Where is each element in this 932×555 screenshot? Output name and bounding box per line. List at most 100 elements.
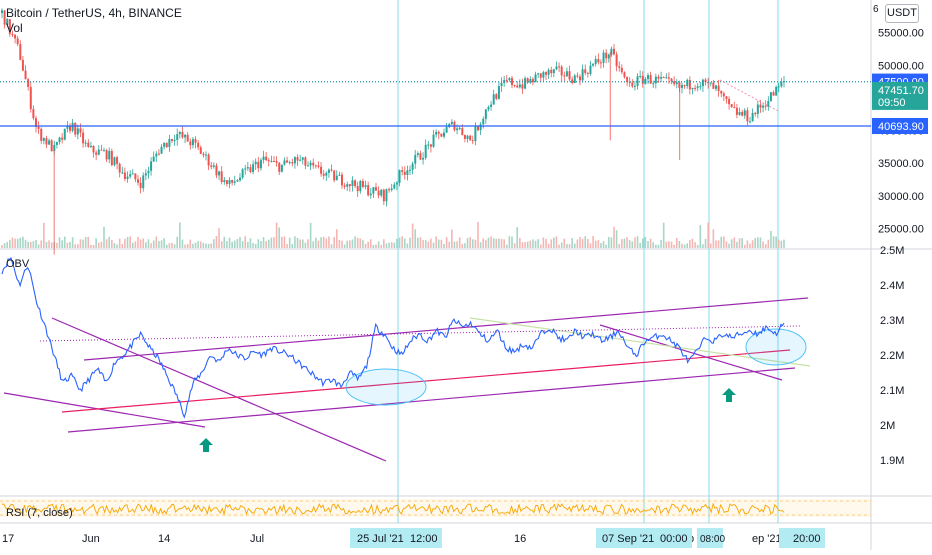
volume-bar (333, 237, 335, 248)
volume-bar (299, 239, 301, 248)
candle-body (597, 59, 600, 63)
candle-body (103, 150, 105, 152)
candle-body (531, 79, 534, 83)
candle-body (482, 118, 485, 125)
time-tag (697, 528, 723, 548)
trend-line[interactable] (3, 392, 206, 428)
volume-bar (764, 244, 767, 248)
candle-body (681, 84, 683, 88)
candle-body (218, 171, 221, 176)
candle-body (607, 54, 610, 59)
volume-bar (396, 238, 398, 248)
volume-bar (335, 229, 338, 248)
y-tick-label: 2.3M (880, 315, 904, 327)
volume-bar (696, 244, 699, 248)
candle-body (602, 52, 605, 63)
time-tag (596, 528, 692, 548)
candle-body (728, 99, 731, 105)
volume-bar (186, 244, 189, 248)
highlight-ellipse[interactable] (745, 328, 807, 366)
candle-body (184, 134, 187, 138)
currency-button[interactable]: USDT (885, 4, 919, 23)
candle-body (769, 92, 772, 102)
candle-body (701, 79, 704, 87)
candle-body (780, 81, 783, 87)
candle-body (450, 121, 453, 125)
volume-bar (71, 237, 74, 248)
volume-bar (482, 238, 485, 248)
x-tick-label: 17 (2, 533, 14, 545)
candle-body (471, 140, 474, 142)
volume-bar (74, 244, 77, 248)
volume-bar (343, 244, 346, 248)
candle-body (267, 160, 270, 162)
candle-body (717, 85, 720, 91)
trend-line[interactable] (83, 297, 809, 361)
volume-bar (464, 243, 466, 248)
x-tick-label: Jun (82, 533, 100, 545)
volume-bar (108, 236, 111, 248)
volume-bar (770, 230, 772, 248)
candle-body (443, 132, 445, 137)
candle-body (759, 104, 762, 108)
candle-body (581, 69, 584, 81)
candle-body (764, 105, 767, 107)
volume-bar (309, 222, 312, 248)
volume-bar (524, 242, 526, 248)
volume-bar (437, 239, 440, 248)
volume-bar (508, 236, 511, 248)
volume-bar (145, 242, 147, 248)
volume-bar (675, 237, 678, 248)
candle-body (550, 69, 553, 74)
candle-body (573, 75, 576, 83)
volume-bar (566, 243, 568, 248)
trend-line[interactable] (51, 317, 387, 462)
candle-body (722, 93, 725, 97)
volume-bar (553, 237, 555, 248)
candle-body (456, 128, 459, 131)
candle-body (280, 164, 283, 172)
trend-line[interactable] (61, 349, 791, 413)
volume-bar (239, 237, 241, 248)
candle-body (657, 76, 660, 79)
obv-label: OBV (6, 258, 30, 270)
highlight-ellipse[interactable] (345, 368, 427, 406)
trend-line-dotted (39, 325, 801, 342)
trend-line[interactable] (67, 367, 796, 433)
candle-body (155, 153, 158, 157)
candle-body (283, 160, 286, 165)
candle-body (330, 169, 333, 171)
volume-bar (165, 244, 168, 248)
volume-bar (388, 242, 390, 248)
candle-body (414, 155, 417, 164)
candle-body (631, 82, 634, 87)
volume-bar (118, 238, 121, 248)
volume-bar (14, 238, 16, 248)
volume-bar (205, 243, 207, 248)
volume-bar (367, 241, 369, 248)
candle-body (385, 189, 388, 202)
volume-bar (330, 244, 333, 248)
volume-bar (286, 243, 288, 248)
trend-annotation (719, 79, 781, 113)
volume-bar (129, 236, 131, 248)
volume-bar (529, 240, 532, 248)
volume-bar (490, 236, 492, 248)
candle-body (521, 84, 524, 89)
candle-body (8, 19, 11, 35)
volume-bar (592, 236, 594, 248)
volume-bar (401, 236, 403, 248)
y-tick-label: 2M (880, 420, 895, 432)
volume-bar (207, 243, 210, 248)
volume-bar (503, 239, 505, 248)
volume-bar (730, 239, 733, 248)
candle-body (89, 145, 92, 147)
volume-bar (634, 237, 636, 248)
volume-bar (537, 239, 539, 248)
candle-body (738, 112, 741, 115)
trend-line[interactable] (599, 324, 783, 381)
trend-line[interactable] (469, 317, 811, 367)
candle-body (142, 175, 145, 189)
